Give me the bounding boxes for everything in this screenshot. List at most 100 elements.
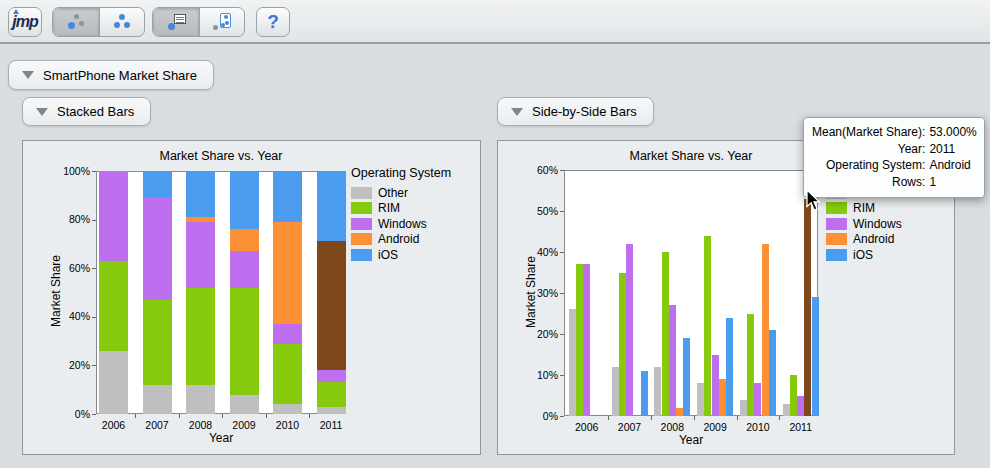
bar-other-2011[interactable] xyxy=(783,404,790,416)
legend-item-android[interactable]: Android xyxy=(351,232,451,248)
legend-item-ios[interactable]: iOS xyxy=(351,247,451,263)
outline-side-by-side-bars[interactable]: Side-by-Side Bars xyxy=(497,97,654,126)
jmp-home-button[interactable]: jmp xyxy=(8,7,42,37)
select-points-button[interactable] xyxy=(53,8,99,36)
x-tick-mark xyxy=(222,414,223,418)
tooltip-label: Year: xyxy=(812,141,925,158)
bar-segment-ios-2008[interactable] xyxy=(186,171,215,217)
bar-other-2008[interactable] xyxy=(654,367,661,416)
legend-item-android[interactable]: Android xyxy=(826,232,926,248)
bar-segment-ios-2009[interactable] xyxy=(230,171,259,229)
bar-segment-ios-2007[interactable] xyxy=(143,171,172,198)
bar-segment-other-2010[interactable] xyxy=(273,404,302,414)
bar-rim-2007[interactable] xyxy=(619,273,626,417)
bar-ios-2009[interactable] xyxy=(726,318,733,416)
outline-smartphone-market-share[interactable]: SmartPhone Market Share xyxy=(8,60,214,90)
bar-segment-android-2008[interactable] xyxy=(186,217,215,222)
legend-item-windows[interactable]: Windows xyxy=(351,216,451,232)
outline-stacked-bars[interactable]: Stacked Bars xyxy=(22,97,151,126)
bar-windows-2010[interactable] xyxy=(754,383,761,416)
bar-other-2010[interactable] xyxy=(740,400,747,416)
legend-title: Operating System xyxy=(351,166,451,180)
outline-title: Side-by-Side Bars xyxy=(532,104,637,119)
bar-android-2008[interactable] xyxy=(676,408,683,416)
legend-item-ios[interactable]: iOS xyxy=(826,247,926,263)
grouped-plot-area[interactable] xyxy=(564,170,818,416)
select-points-icon xyxy=(66,12,86,32)
bar-segment-other-2009[interactable] xyxy=(230,395,259,414)
bar-segment-other-2008[interactable] xyxy=(186,385,215,414)
bar-segment-windows-2009[interactable] xyxy=(230,251,259,287)
bar-segment-rim-2007[interactable] xyxy=(143,300,172,385)
select-all-points-button[interactable] xyxy=(99,8,145,36)
legend-item-other[interactable]: Other xyxy=(351,185,451,201)
bar-segment-rim-2011[interactable] xyxy=(317,382,346,406)
bar-rim-2010[interactable] xyxy=(747,314,754,417)
legend-swatch-icon xyxy=(826,218,847,230)
bar-android-2010[interactable] xyxy=(762,244,769,416)
stacked-plot-area[interactable] xyxy=(96,171,346,414)
bar-ios-2007[interactable] xyxy=(641,371,648,416)
bar-android-2011[interactable] xyxy=(804,199,811,416)
legend-label: RIM xyxy=(378,201,400,215)
x-tick-label: 2011 xyxy=(309,419,353,431)
bar-segment-rim-2010[interactable] xyxy=(273,344,302,405)
bar-segment-windows-2010[interactable] xyxy=(273,324,302,343)
brush-points-icon xyxy=(212,12,232,32)
x-tick-label: 2008 xyxy=(650,421,694,433)
tooltip-label: Operating System: xyxy=(812,157,925,174)
bar-ios-2010[interactable] xyxy=(769,330,776,416)
bar-ios-2008[interactable] xyxy=(683,338,690,416)
legend: Operating System OtherRIM WindowsAndroidiO… xyxy=(351,166,451,263)
x-tick-mark xyxy=(694,416,695,420)
bar-windows-2006[interactable] xyxy=(583,264,590,416)
disclosure-triangle-icon xyxy=(22,71,34,79)
bar-rim-2008[interactable] xyxy=(662,252,669,416)
bar-ios-2011[interactable] xyxy=(812,297,819,416)
bar-segment-android-2009[interactable] xyxy=(230,229,259,251)
bar-windows-2009[interactable] xyxy=(712,355,719,417)
bar-segment-rim-2008[interactable] xyxy=(186,288,215,385)
bar-segment-other-2006[interactable] xyxy=(99,351,128,414)
bar-rim-2009[interactable] xyxy=(704,236,711,416)
bar-windows-2007[interactable] xyxy=(626,244,633,416)
bar-segment-windows-2008[interactable] xyxy=(186,222,215,288)
y-tick-mark xyxy=(560,293,564,294)
bar-segment-rim-2009[interactable] xyxy=(230,288,259,395)
bar-segment-ios-2010[interactable] xyxy=(273,171,302,222)
legend-label: iOS xyxy=(853,248,873,262)
y-tick-label: 0% xyxy=(516,410,558,422)
legend-item-windows[interactable]: Windows xyxy=(826,216,926,232)
bar-segment-other-2007[interactable] xyxy=(143,385,172,414)
bar-segment-android-2010[interactable] xyxy=(273,222,302,324)
bar-rim-2006[interactable] xyxy=(576,264,583,416)
legend-label: Windows xyxy=(378,217,427,231)
bar-segment-ios-2011[interactable] xyxy=(317,171,346,241)
legend-label: RIM xyxy=(853,201,875,215)
y-tick-label: 60% xyxy=(48,262,90,274)
bar-segment-windows-2011[interactable] xyxy=(317,370,346,382)
hover-tooltip: Mean(Market Share):53.000%Year:2011Opera… xyxy=(803,117,985,198)
y-tick-mark xyxy=(560,211,564,212)
x-tick-label: 2009 xyxy=(222,419,266,431)
bar-windows-2008[interactable] xyxy=(669,305,676,416)
bar-other-2009[interactable] xyxy=(697,383,704,416)
legend-item-rim[interactable]: RIM xyxy=(351,201,451,217)
bar-other-2007[interactable] xyxy=(612,367,619,416)
bar-segment-android-2011[interactable] xyxy=(317,241,346,370)
bar-segment-windows-2006[interactable] xyxy=(99,171,128,261)
y-tick-label: 10% xyxy=(516,369,558,381)
bar-segment-other-2011[interactable] xyxy=(317,407,346,414)
bar-rim-2011[interactable] xyxy=(790,375,797,416)
brush-points-button[interactable] xyxy=(199,8,245,36)
legend-item-rim[interactable]: RIM xyxy=(826,201,926,217)
bar-segment-rim-2006[interactable] xyxy=(99,261,128,351)
bar-windows-2011[interactable] xyxy=(797,396,804,417)
label-points-button[interactable] xyxy=(153,8,199,36)
y-tick-mark xyxy=(92,171,96,172)
bar-other-2006[interactable] xyxy=(569,309,576,416)
bar-segment-windows-2007[interactable] xyxy=(143,198,172,300)
help-button[interactable]: ? xyxy=(256,7,290,37)
bar-android-2009[interactable] xyxy=(719,379,726,416)
disclosure-triangle-icon xyxy=(36,108,48,116)
